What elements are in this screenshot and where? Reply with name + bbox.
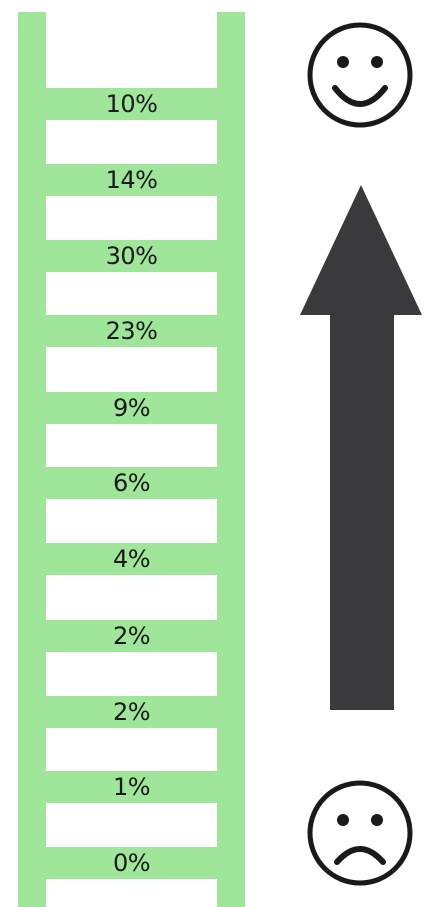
rung-label: 4% [112, 545, 151, 573]
ladder-rung: 9% [18, 392, 245, 424]
sad-face-icon [305, 778, 415, 888]
rung-label: 1% [112, 773, 151, 801]
rung-label: 2% [112, 622, 151, 650]
up-arrow-icon [300, 185, 422, 710]
ladder: 10% 14% 30% 23% 9% 6% 4% 2% 2% 1% 0% [18, 12, 245, 907]
ladder-rung: 2% [18, 620, 245, 652]
ladder-rung: 10% [18, 88, 245, 120]
rung-label: 23% [105, 317, 158, 345]
rung-label: 2% [112, 698, 151, 726]
ladder-rung: 2% [18, 696, 245, 728]
ladder-rung: 4% [18, 543, 245, 575]
ladder-rung: 14% [18, 164, 245, 196]
ladder-rung: 6% [18, 467, 245, 499]
ladder-rung: 1% [18, 771, 245, 803]
rung-label: 6% [112, 469, 151, 497]
rung-label: 9% [112, 394, 151, 422]
ladder-left-rail [18, 12, 46, 907]
ladder-rung: 0% [18, 847, 245, 879]
rung-label: 0% [112, 849, 151, 877]
ladder-right-rail [217, 12, 245, 907]
ladder-rung: 30% [18, 240, 245, 272]
rung-label: 10% [105, 90, 158, 118]
happy-face-icon [305, 20, 415, 130]
rung-label: 30% [105, 242, 158, 270]
rung-label: 14% [105, 166, 158, 194]
ladder-rung: 23% [18, 315, 245, 347]
